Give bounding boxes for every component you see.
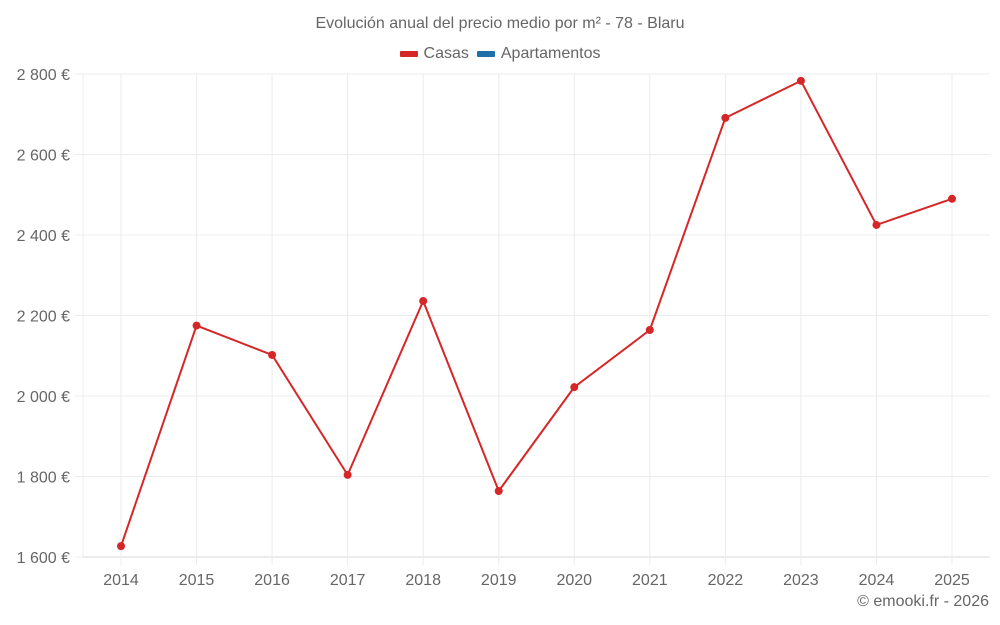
x-tick-label: 2024: [859, 572, 895, 589]
x-tick-label: 2016: [254, 572, 290, 589]
data-point-2022[interactable]: [721, 113, 730, 122]
y-tick-label: 1 600 €: [17, 550, 70, 567]
x-tick-label: 2014: [103, 572, 139, 589]
legend-label-apartamentos: Apartamentos: [500, 45, 601, 62]
legend-swatch-apartamentos: [476, 51, 495, 57]
y-tick-label: 2 200 €: [17, 309, 70, 326]
data-point-2024[interactable]: [872, 220, 881, 229]
legend-item-apartamentos[interactable]: Apartamentos: [476, 45, 601, 63]
legend-swatch-casas: [399, 51, 418, 57]
data-point-2015[interactable]: [192, 321, 201, 330]
x-tick-label: 2021: [632, 572, 668, 589]
data-point-2018[interactable]: [419, 297, 428, 306]
x-tick-label: 2023: [783, 572, 819, 589]
data-point-2021[interactable]: [645, 325, 654, 334]
x-tick-label: 2022: [708, 572, 744, 589]
x-tick-label: 2015: [179, 572, 215, 589]
legend: Casas Apartamentos: [0, 45, 1000, 63]
legend-item-casas[interactable]: Casas: [399, 45, 469, 63]
data-point-2025[interactable]: [948, 194, 956, 203]
data-point-2020[interactable]: [570, 383, 579, 392]
y-tick-label: 2 000 €: [17, 389, 70, 406]
x-tick-label: 2017: [330, 572, 366, 589]
y-tick-label: 1 800 €: [17, 470, 70, 487]
x-tick-label: 2018: [405, 572, 441, 589]
y-tick-label: 2 600 €: [17, 148, 70, 165]
grid-lines: [75, 73, 990, 565]
y-tick-label: 2 400 €: [17, 228, 70, 245]
x-axis: 2014 2015 2016 2017 2018 2019 2020 2021 2022 2023…: [103, 572, 970, 589]
x-tick-label: 2020: [556, 572, 592, 589]
legend-label-casas: Casas: [423, 45, 469, 62]
x-tick-label: 2025: [934, 572, 970, 589]
data-point-2017[interactable]: [343, 470, 352, 479]
chart-title: Evolución anual del precio medio por m² …: [315, 15, 685, 32]
credit-text: © emooki.fr - 2026: [857, 593, 989, 610]
data-point-2023[interactable]: [796, 76, 805, 85]
y-axis: 1 600 € 1 800 € 2 000 € 2 200 € 2 400 € 2 600…: [17, 67, 70, 567]
x-tick-label: 2019: [481, 572, 517, 589]
data-point-2016[interactable]: [268, 350, 277, 359]
data-point-2019[interactable]: [494, 486, 503, 495]
data-point-2014[interactable]: [117, 542, 125, 551]
y-tick-label: 2 800 €: [17, 67, 70, 84]
series-casas: [117, 76, 956, 551]
